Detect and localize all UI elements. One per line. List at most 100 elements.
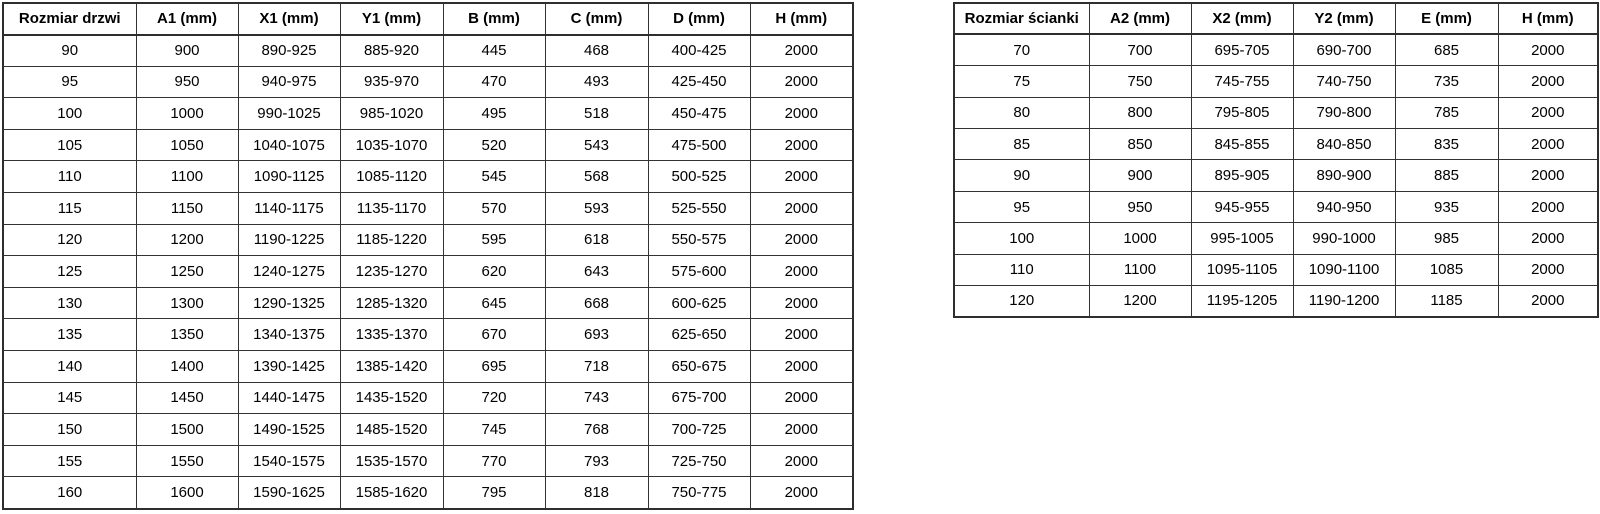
table-row: 120 1200 1190-1225 1185-1220 595 618 550-575 20… <box>2 223 854 257</box>
table-cell: 1400 <box>135 350 239 383</box>
table-cell: 570 <box>442 192 546 225</box>
table-cell: 940-950 <box>1292 190 1396 224</box>
table-cell: 495 <box>442 97 546 130</box>
table-cell: 1000 <box>1088 222 1192 255</box>
table-cell: 890-900 <box>1292 159 1396 192</box>
wall-panel-size-table: Rozmiar ścianki A2 (mm) X2 (mm) Y2 (mm) E (m… <box>953 2 1599 318</box>
table-cell: 1585-1620 <box>339 476 444 509</box>
table-cell: 990-1025 <box>237 97 341 130</box>
table-cell: 1590-1625 <box>237 476 341 509</box>
table-cell: 1600 <box>135 476 239 509</box>
table-cell: 620 <box>442 255 546 288</box>
table-cell: 2000 <box>749 34 854 67</box>
table-cell: 690-700 <box>1292 33 1396 67</box>
table-cell: 90 <box>2 34 137 67</box>
table-cell: 795 <box>442 476 546 509</box>
table-cell: 1540-1575 <box>237 444 341 478</box>
table-cell: 1135-1170 <box>339 192 444 225</box>
table-cell: 725-750 <box>647 444 751 478</box>
table-cell: 720 <box>442 381 546 415</box>
table-cell: 1535-1570 <box>339 444 444 478</box>
table-cell: 2000 <box>1497 128 1599 161</box>
table-cell: 2000 <box>1497 33 1599 67</box>
table-cell: 940-975 <box>237 65 341 99</box>
table-cell: 995-1005 <box>1190 222 1294 255</box>
table-cell: 120 <box>2 223 137 257</box>
table-cell: 493 <box>544 65 649 99</box>
table-cell: 145 <box>2 381 137 415</box>
table-cell: 470 <box>442 65 546 99</box>
table-row: 160 1600 1590-1625 1585-1620 795 818 750-775 20… <box>2 476 854 509</box>
table-cell: 1090-1100 <box>1292 253 1396 287</box>
table-cell: 2000 <box>749 97 854 130</box>
table-cell: 95 <box>953 190 1090 224</box>
table-row: 95 950 945-955 940-950 935 2000 <box>953 190 1599 224</box>
table-cell: 668 <box>544 286 649 320</box>
table-cell: 155 <box>2 444 137 478</box>
table-row: 105 1050 1040-1075 1035-1070 520 543 475-500 20… <box>2 128 854 162</box>
table-cell: 1050 <box>135 128 239 162</box>
table-cell: 643 <box>544 255 649 288</box>
column-header: C (mm) <box>544 2 649 36</box>
table-cell: 1340-1375 <box>237 318 341 352</box>
table-cell: 695 <box>442 350 546 383</box>
table-row: 115 1150 1140-1175 1135-1170 570 593 525-550 20… <box>2 192 854 225</box>
table-cell: 845-855 <box>1190 128 1294 161</box>
table-cell: 525-550 <box>647 192 751 225</box>
column-header: Rozmiar ścianki <box>953 2 1090 36</box>
table-cell: 1490-1525 <box>237 413 341 446</box>
table-cell: 445 <box>442 34 546 67</box>
table-cell: 1085-1120 <box>339 160 444 194</box>
table-row: 135 1350 1340-1375 1335-1370 670 693 625-650 20… <box>2 318 854 352</box>
table-cell: 2000 <box>749 223 854 257</box>
table-row: 145 1450 1440-1475 1435-1520 720 743 675-700 20… <box>2 381 854 415</box>
table-cell: 1500 <box>135 413 239 446</box>
table-cell: 600-625 <box>647 286 751 320</box>
table-cell: 935-970 <box>339 65 444 99</box>
table-cell: 1195-1205 <box>1190 285 1294 318</box>
table-cell: 768 <box>544 413 649 446</box>
table-cell: 950 <box>135 65 239 99</box>
table-row: 120 1200 1195-1205 1190-1200 1185 2000 <box>953 285 1599 318</box>
column-header: H (mm) <box>749 2 854 36</box>
table-cell: 2000 <box>749 318 854 352</box>
table-cell: 1485-1520 <box>339 413 444 446</box>
table-cell: 575-600 <box>647 255 751 288</box>
table-cell: 2000 <box>1497 65 1599 98</box>
table-cell: 518 <box>544 97 649 130</box>
table-cell: 105 <box>2 128 137 162</box>
table-cell: 100 <box>2 97 137 130</box>
table-cell: 745-755 <box>1190 65 1294 98</box>
column-header: Y2 (mm) <box>1292 2 1396 36</box>
table-cell: 985 <box>1394 222 1499 255</box>
column-header: D (mm) <box>647 2 751 36</box>
table-cell: 120 <box>953 285 1090 318</box>
table-cell: 1290-1325 <box>237 286 341 320</box>
table-cell: 2000 <box>749 381 854 415</box>
table-cell: 150 <box>2 413 137 446</box>
table-cell: 840-850 <box>1292 128 1396 161</box>
table-cell: 818 <box>544 476 649 509</box>
table-row: 95 950 940-975 935-970 470 493 425-450 2000 <box>2 65 854 99</box>
table-cell: 75 <box>953 65 1090 98</box>
table-row: 150 1500 1490-1525 1485-1520 745 768 700-725 20… <box>2 413 854 446</box>
table-cell: 675-700 <box>647 381 751 415</box>
table-cell: 735 <box>1394 65 1499 98</box>
table-cell: 1100 <box>1088 253 1192 287</box>
table-cell: 770 <box>442 444 546 478</box>
table-cell: 1040-1075 <box>237 128 341 162</box>
table-cell: 2000 <box>749 350 854 383</box>
table-cell: 885-920 <box>339 34 444 67</box>
table-cell: 1285-1320 <box>339 286 444 320</box>
table-cell: 95 <box>2 65 137 99</box>
door-size-table: Rozmiar drzwi A1 (mm) X1 (mm) Y1 (mm) B (mm)… <box>2 2 854 510</box>
table-cell: 693 <box>544 318 649 352</box>
table-cell: 500-525 <box>647 160 751 194</box>
table-cell: 670 <box>442 318 546 352</box>
table-cell: 890-925 <box>237 34 341 67</box>
table-cell: 80 <box>953 96 1090 130</box>
table-cell: 85 <box>953 128 1090 161</box>
column-header: Rozmiar drzwi <box>2 2 137 36</box>
table-cell: 100 <box>953 222 1090 255</box>
table-cell: 1095-1105 <box>1190 253 1294 287</box>
